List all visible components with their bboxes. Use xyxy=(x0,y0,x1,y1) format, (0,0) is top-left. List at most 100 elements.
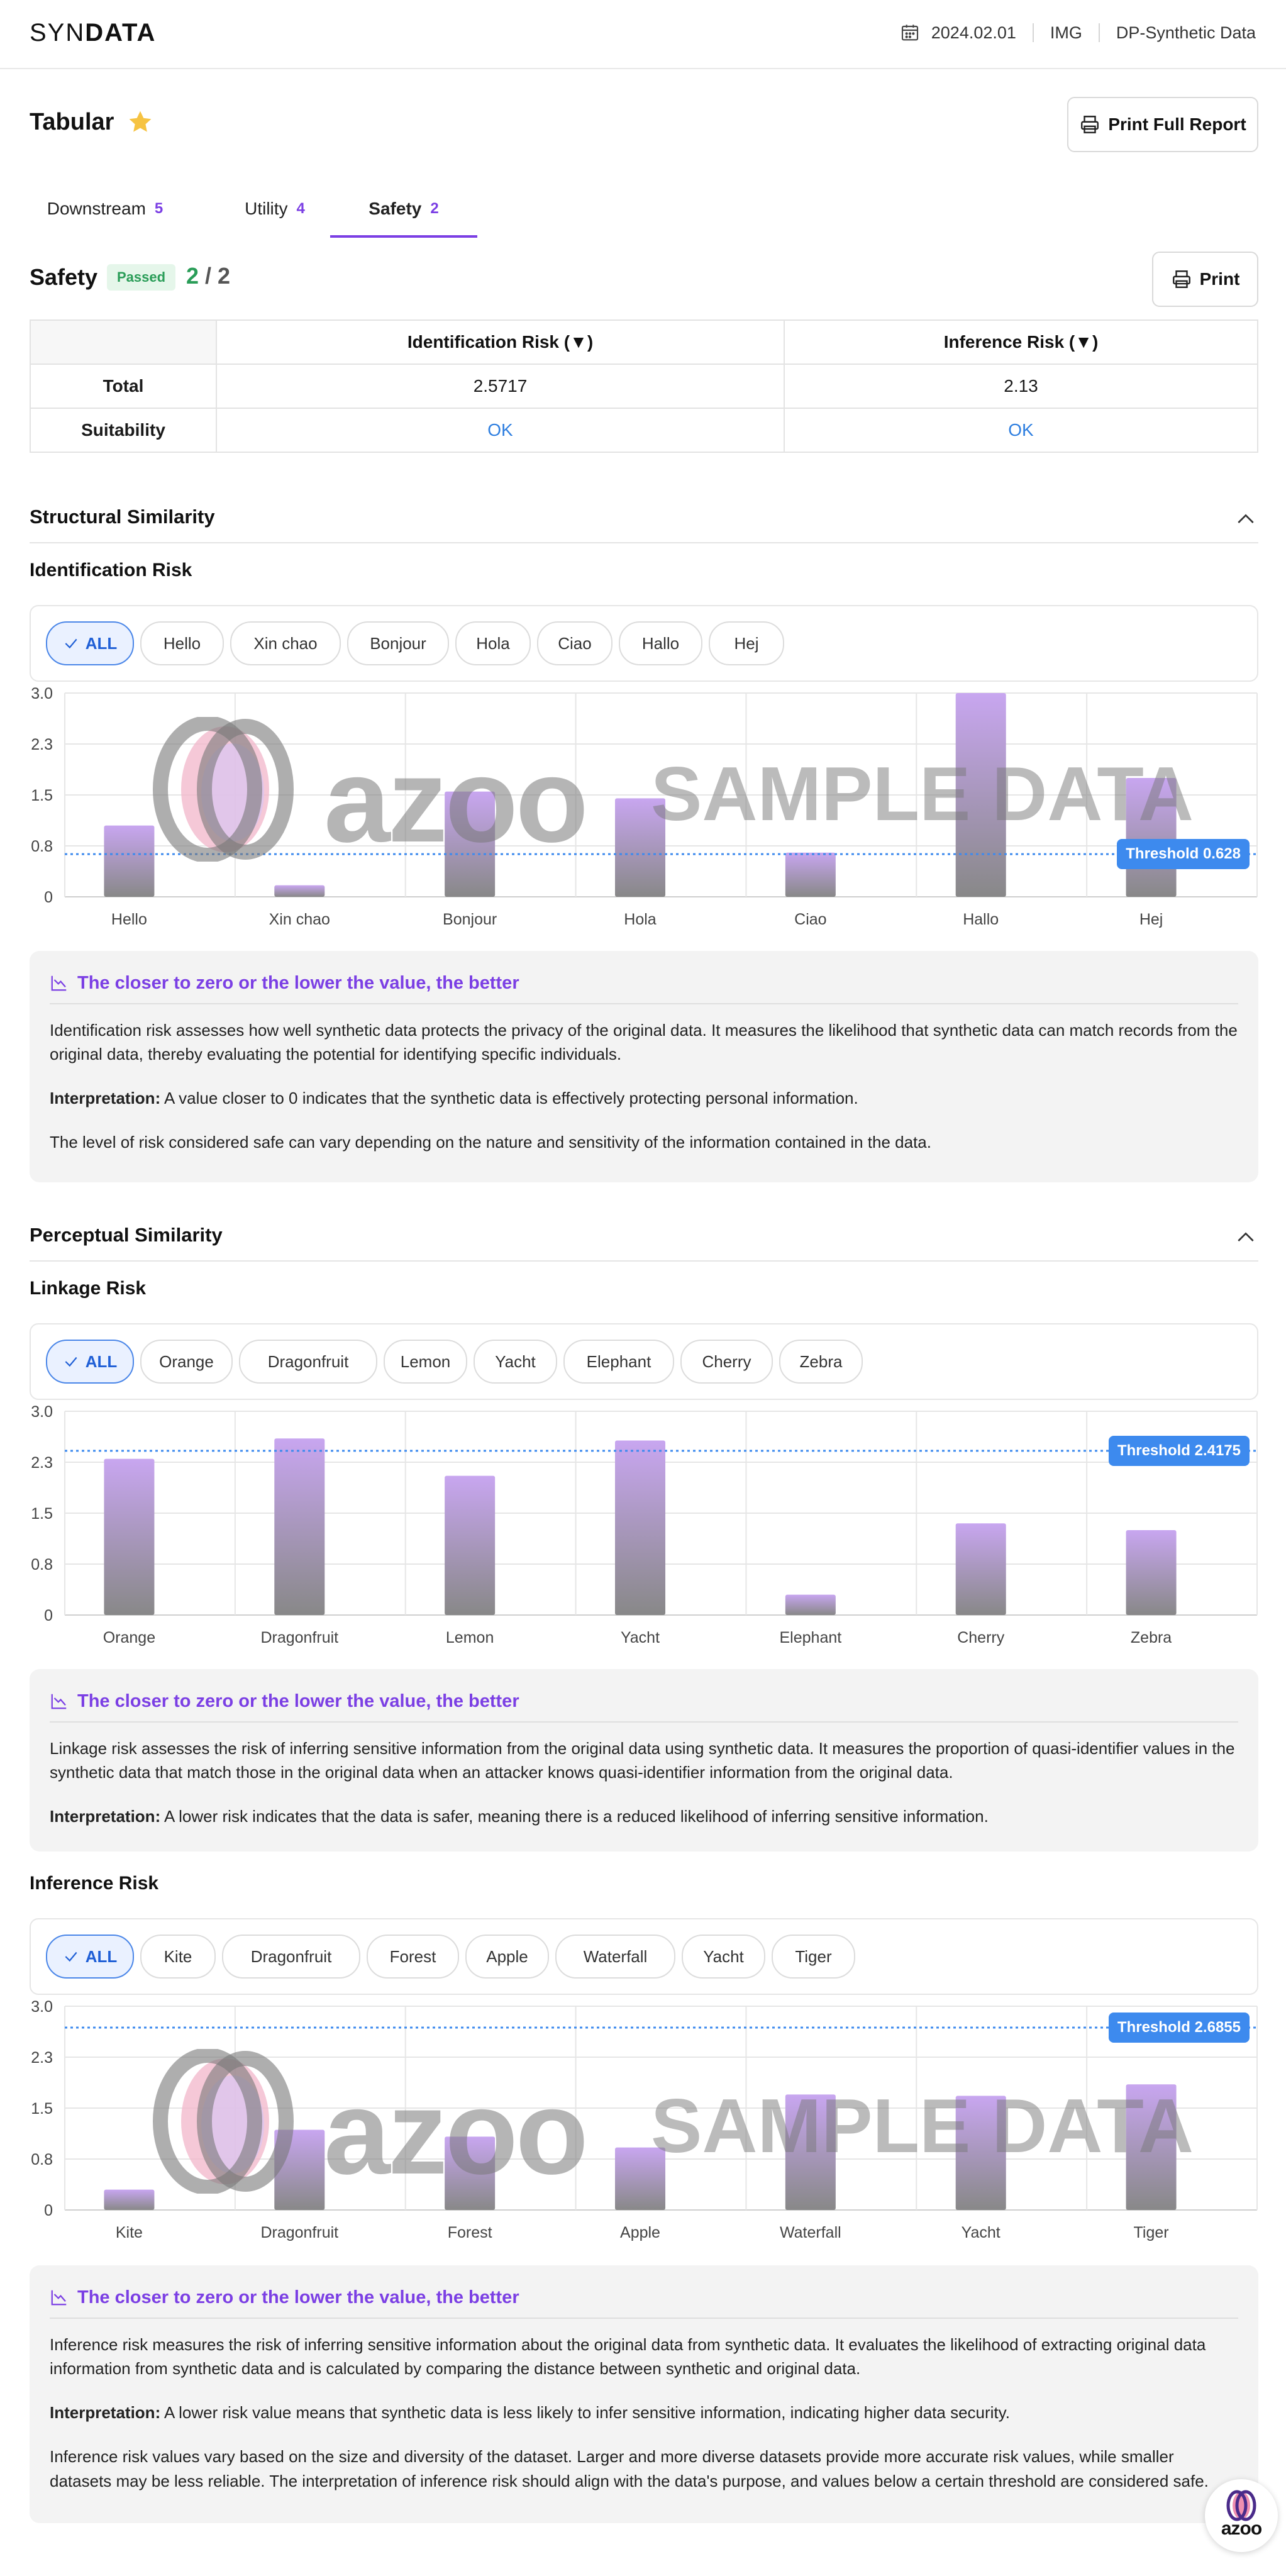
bar-lemon[interactable] xyxy=(445,1475,496,1615)
bar-elephant[interactable] xyxy=(785,1594,836,1615)
info-bold-label: Interpretation: xyxy=(50,1807,161,1826)
bar-hola[interactable] xyxy=(615,798,665,897)
tab-safety[interactable]: Safety 2 xyxy=(330,182,477,238)
filter-chip[interactable]: Bonjour xyxy=(347,621,449,665)
info-text: Linkage risk assesses the risk of inferr… xyxy=(50,1738,1235,1782)
tab-downstream[interactable]: Downstream 5 xyxy=(30,182,180,235)
filter-chip-label: Orange xyxy=(159,1352,214,1371)
filter-chip[interactable]: Hallo xyxy=(619,621,702,665)
section-structural-similarity[interactable]: Structural Similarity xyxy=(30,501,1258,543)
table-corner-cell xyxy=(30,319,217,365)
chevron-up-icon[interactable] xyxy=(1233,1225,1258,1250)
y-tick-label: 0 xyxy=(44,889,53,906)
filter-chip-all[interactable]: ALL xyxy=(46,621,134,665)
bar-yacht[interactable] xyxy=(615,1440,665,1615)
info-text: Inference risk values vary based on the … xyxy=(50,2447,1209,2490)
bar-hej[interactable] xyxy=(1126,778,1177,897)
filter-chip[interactable]: Ciao xyxy=(537,621,613,665)
filter-chip[interactable]: Kite xyxy=(140,1935,216,1979)
x-tick-label: Waterfall xyxy=(780,2224,841,2241)
filter-chip[interactable]: Waterfall xyxy=(555,1935,675,1979)
y-tick-label: 0.8 xyxy=(31,1556,53,1574)
azoo-floating-button[interactable]: azoo xyxy=(1205,2479,1278,2552)
filter-chip[interactable]: Cherry xyxy=(680,1340,773,1384)
y-tick-label: 3.0 xyxy=(31,687,53,702)
bar-forest[interactable] xyxy=(445,2136,496,2210)
bar-xin-chao[interactable] xyxy=(274,885,325,897)
column-header[interactable]: Identification Risk (▼) xyxy=(215,319,785,365)
bar-zebra[interactable] xyxy=(1126,1530,1177,1615)
x-tick-label: Tiger xyxy=(1134,2224,1169,2241)
chart-plot: 0 0.8 1.5 2.3 3.0 Orange Dragonfruit Lemon Yacht… xyxy=(31,1405,1258,1646)
bar-dragonfruit[interactable] xyxy=(274,1438,325,1615)
syndata-logo[interactable]: SYNDATA xyxy=(30,19,156,47)
filter-chip[interactable]: Zebra xyxy=(779,1340,863,1384)
info-paragraph: Linkage risk assesses the risk of inferr… xyxy=(50,1736,1238,1784)
bar-hallo[interactable] xyxy=(955,693,1006,897)
filter-chip-all[interactable]: ALL xyxy=(46,1340,134,1384)
section-perceptual-similarity[interactable]: Perceptual Similarity xyxy=(30,1219,1258,1262)
info-heading: The closer to zero or the lower the valu… xyxy=(50,2284,1238,2319)
filter-chip[interactable]: Hej xyxy=(709,621,784,665)
filter-chip-label: Dragonfruit xyxy=(267,1352,349,1371)
print-button[interactable]: Print xyxy=(1152,252,1258,307)
score-passed: 2 xyxy=(186,263,199,289)
safety-title: Safety xyxy=(30,264,98,290)
bar-kite[interactable] xyxy=(104,2189,155,2210)
star-icon[interactable] xyxy=(126,108,154,136)
bar-cherry[interactable] xyxy=(955,1523,1006,1615)
check-icon xyxy=(65,638,77,649)
x-tick-label: Bonjour xyxy=(443,911,497,928)
x-tick-label: Xin chao xyxy=(269,911,330,928)
page-title-text: Tabular xyxy=(30,108,114,135)
bar-yacht[interactable] xyxy=(955,2096,1006,2210)
print-full-report-button[interactable]: Print Full Report xyxy=(1067,97,1258,152)
top-bar: SYNDATA 2024.02.01 IMG DP-Synthetic Data xyxy=(0,0,1286,69)
bar-waterfall[interactable] xyxy=(785,2094,836,2210)
table-cell: 2.13 xyxy=(784,364,1258,409)
tab-utility[interactable]: Utility 4 xyxy=(196,182,353,235)
logo-bold-text: DATA xyxy=(85,19,157,47)
x-tick-label: Zebra xyxy=(1131,1629,1172,1646)
info-paragraph: Interpretation: A value closer to 0 indi… xyxy=(50,1086,1238,1110)
filter-chip[interactable]: Hello xyxy=(140,621,224,665)
table-row: Total 2.5717 2.13 xyxy=(30,364,1258,409)
filter-chip-label: Lemon xyxy=(400,1352,451,1371)
linkage-info-box: The closer to zero or the lower the valu… xyxy=(30,1669,1258,1852)
bar-apple[interactable] xyxy=(615,2147,665,2210)
filter-chip[interactable]: Apple xyxy=(465,1935,549,1979)
filter-chip[interactable]: Orange xyxy=(140,1340,233,1384)
filter-chip[interactable]: Yacht xyxy=(682,1935,765,1979)
bar-ciao[interactable] xyxy=(785,852,836,897)
bar-dragonfruit[interactable] xyxy=(274,2129,325,2210)
filter-chip[interactable]: Yacht xyxy=(474,1340,557,1384)
bar-bonjour[interactable] xyxy=(445,791,496,897)
bar-orange[interactable] xyxy=(104,1458,155,1615)
chevron-up-icon[interactable] xyxy=(1233,507,1258,532)
filter-chip[interactable]: Hola xyxy=(455,621,531,665)
x-tick-label: Lemon xyxy=(446,1629,494,1646)
filter-chip[interactable]: Xin chao xyxy=(230,621,341,665)
threshold-label: Threshold 0.628 xyxy=(1117,839,1250,870)
info-paragraph: Identification risk assesses how well sy… xyxy=(50,1018,1238,1066)
trending-down-chart-icon xyxy=(51,2290,67,2306)
print-label: Print xyxy=(1199,269,1240,289)
chart-plot: 0 0.8 1.5 2.3 3.0 Kite Dragonfruit Forest Apple W… xyxy=(31,2000,1258,2241)
info-heading-text: The closer to zero or the lower the valu… xyxy=(77,1691,519,1711)
filter-chip-all[interactable]: ALL xyxy=(46,1935,134,1979)
printer-icon xyxy=(1081,116,1099,133)
filter-chip[interactable]: Tiger xyxy=(772,1935,855,1979)
filter-chip[interactable]: Elephant xyxy=(563,1340,674,1384)
suitability-ok: OK xyxy=(215,408,785,453)
threshold-label: Threshold 2.4175 xyxy=(1108,1435,1250,1466)
bar-hello[interactable] xyxy=(104,825,155,897)
filter-chip[interactable]: Dragonfruit xyxy=(222,1935,360,1979)
info-heading: The closer to zero or the lower the valu… xyxy=(50,970,1238,1004)
column-header[interactable]: Inference Risk (▼) xyxy=(784,319,1258,365)
filter-chip[interactable]: Lemon xyxy=(384,1340,467,1384)
filter-chip[interactable]: Dragonfruit xyxy=(239,1340,377,1384)
tab-count: 4 xyxy=(296,200,305,217)
bar-tiger[interactable] xyxy=(1126,2084,1177,2210)
x-tick-label: Orange xyxy=(103,1629,155,1646)
filter-chip[interactable]: Forest xyxy=(367,1935,459,1979)
